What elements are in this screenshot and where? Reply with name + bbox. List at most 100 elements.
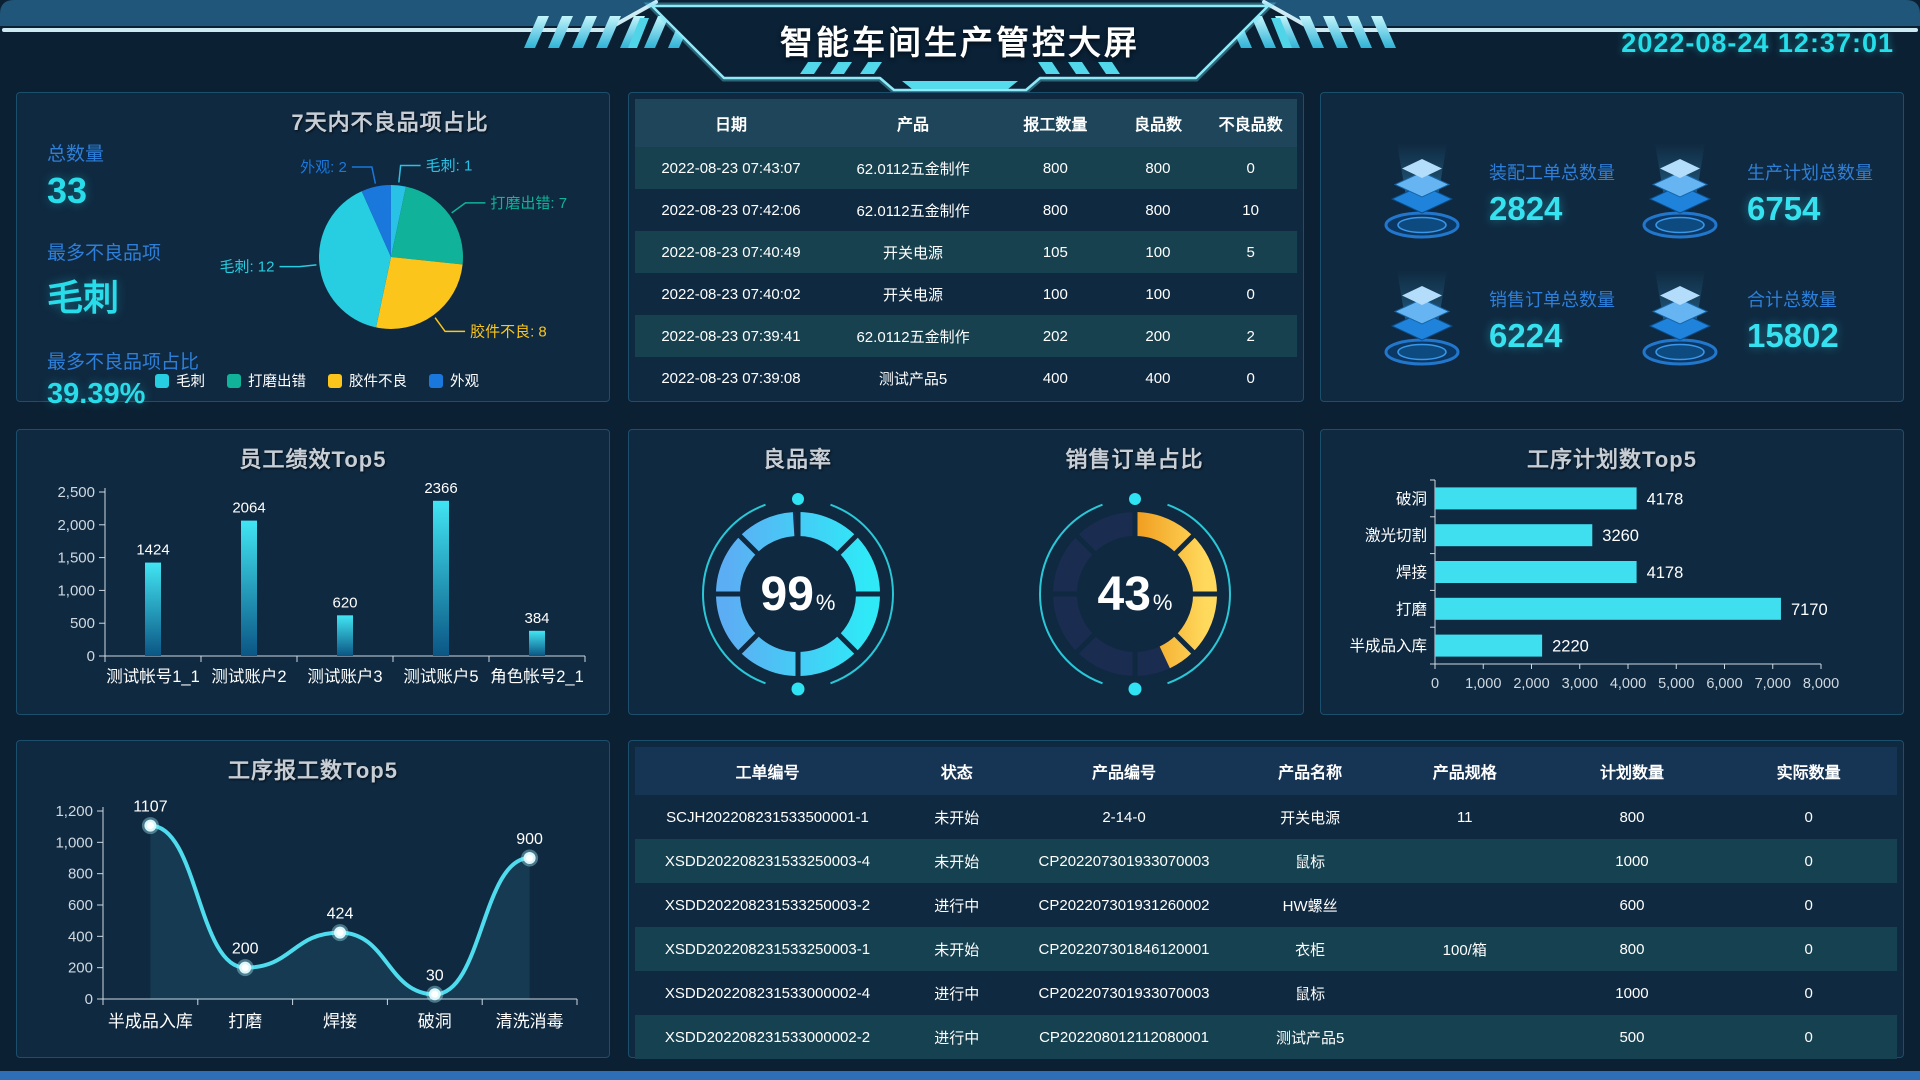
gauge-value: 43% [1097,568,1172,621]
bar [1435,597,1781,620]
column-header: 工单编号 [735,765,800,782]
legend-label: 打磨出错 [248,374,306,390]
cell: 0 [1804,984,1813,1002]
cell: 5 [1246,243,1255,261]
table-row: 2022-08-23 07:40:02 开关电源 100 100 0 [635,273,1297,315]
process-report-title: 工序报工数Top5 [228,758,398,783]
good-rate-gauge: 99% [678,478,918,715]
svg-text:1424: 1424 [136,542,169,559]
bar [433,500,449,656]
stat-label: 总数量 [47,144,105,165]
total-value: 6754 [1747,190,1821,227]
cell: 鼠标 [1295,853,1326,871]
svg-text:620: 620 [332,594,357,611]
svg-text:3260: 3260 [1602,527,1639,545]
cell: CP202207301933070003 [1038,984,1210,1002]
cell: 0 [1246,369,1255,387]
cell: 800 [1042,201,1068,219]
total-card: 合计总数量 15802 [1625,264,1883,377]
svg-text:清洗消毒: 清洗消毒 [496,1012,564,1031]
svg-text:500: 500 [70,615,95,632]
stat-value: 毛刺 [47,277,120,318]
total-value: 6224 [1489,317,1563,354]
cell: 62.0112五金制作 [856,202,970,220]
cell: 500 [1619,1028,1645,1046]
page-title: 智能车间生产管控大屏 [780,24,1140,61]
pie-slice [319,191,391,328]
table-row: XSDD202208231533000002-2 进行中 CP20220801211… [635,1015,1897,1059]
stacked-layers-icon [1642,269,1718,365]
cell: 400 [1145,369,1171,387]
table-header-row: 日期 产品 报工数量 良品数 不良品数 [635,99,1297,147]
svg-text:毛刺: 1: 毛刺: 1 [426,158,473,175]
svg-text:外观: 2: 外观: 2 [300,159,347,176]
svg-text:半成品入库: 半成品入库 [1349,637,1427,655]
cell: 100 [1145,285,1171,303]
gauges-panel: 良品率 99% 销售订单占比 43% [628,429,1304,715]
defect-pie-chart: 毛刺: 1 打磨出错: 7 胶件不良: 8 毛刺: 12 外观: 2 [195,133,595,383]
column-header: 报工数量 [1023,117,1088,134]
svg-text:4178: 4178 [1647,564,1684,582]
data-point [141,817,159,835]
stat-top-defect: 最多不良品项 毛刺 [47,238,207,321]
svg-text:破洞: 破洞 [418,1012,452,1031]
defect-stats: 总数量 33 最多不良品项 毛刺 最多不良品项占比 39.39% [47,139,207,437]
cell: 0 [1804,808,1813,826]
cell: 测试产品5 [878,370,948,388]
svg-text:7170: 7170 [1791,601,1828,619]
cell: 2022-08-23 07:40:49 [661,243,801,261]
table-row: 2022-08-23 07:39:08 测试产品5 400 400 0 [635,357,1297,399]
defect-pie-title: 7天内不良品项占比 [291,110,489,135]
table-row: 2022-08-23 07:43:07 62.0112五金制作 800 800 0 [635,147,1297,189]
column-header: 产品 [897,117,930,134]
cell: 62.0112五金制作 [856,160,970,178]
cell: 400 [1042,369,1068,387]
table-row: XSDD202208231533000002-4 进行中 CP20220730193… [635,971,1897,1015]
table-row: XSDD202208231533250003-2 进行中 CP20220730193… [635,883,1897,927]
cell: 600 [1619,896,1645,914]
data-point [331,924,349,942]
stat-label: 最多不良品项占比 [47,352,200,373]
legend-item[interactable]: 胶件不良 [328,370,407,391]
line-chart-svg: 0 200 400 600 800 1,000 1,200 1107 半成品入库 200 打磨 424… [55,799,578,1031]
svg-text:毛刺: 12: 毛刺: 12 [219,259,274,276]
chart-legend: 毛刺 打磨出错 胶件不良 外观 [77,370,557,391]
svg-text:2220: 2220 [1552,638,1589,656]
cell: 800 [1619,808,1645,826]
sales-ratio-gauge: 43% [1015,478,1255,715]
sales-ratio-gauge-block: 销售订单占比 43% [966,430,1303,714]
column-header: 实际数量 [1776,765,1841,782]
svg-text:测试账户5: 测试账户5 [403,667,478,686]
bar-chart-svg: 0 500 1,000 1,500 2,000 2,500 1424 测试帐号1_1 2064 测… [57,480,586,686]
svg-text:0: 0 [87,648,95,665]
legend-item[interactable]: 毛刺 [155,370,205,391]
legend-item[interactable]: 外观 [429,370,479,391]
cell: 衣柜 [1295,941,1326,959]
employee-perf-title: 员工绩效Top5 [239,447,387,472]
cell: 100 [1145,243,1171,261]
svg-text:1,200: 1,200 [55,803,93,820]
table-header-row: 工单编号 状态 产品编号 产品名称 产品规格 计划数量 实际数量 [635,747,1897,795]
report-table: 日期 产品 报工数量 良品数 不良品数 2022-08-23 07:43:07 62.01… [635,99,1297,399]
svg-text:400: 400 [68,928,93,945]
total-card: 装配工单总数量 2824 [1367,137,1625,250]
cell: 800 [1619,940,1645,958]
cell: 开关电源 [1280,809,1341,827]
legend-item[interactable]: 打磨出错 [227,370,306,391]
cell: 未开始 [934,853,980,871]
good-rate-title: 良品率 [762,447,832,472]
gauge-svg: 99% [701,493,894,696]
cell: 进行中 [934,897,980,915]
cell: 2022-08-23 07:42:06 [661,201,801,219]
svg-text:打磨出错: 7: 打磨出错: 7 [490,195,567,212]
hbar-chart-svg: 0 1,000 2,000 3,000 4,000 5,000 6,000 7,000 8,00… [1349,479,1839,692]
cell: 200 [1145,327,1171,345]
cell [1386,1015,1544,1059]
svg-text:打磨: 打磨 [1396,600,1427,618]
cell: 测试产品5 [1275,1029,1345,1047]
svg-text:7,000: 7,000 [1755,676,1791,692]
cell: 0 [1246,285,1255,303]
cell: 1000 [1615,852,1649,870]
pie-slice [391,186,464,265]
svg-text:破洞: 破洞 [1396,490,1427,508]
